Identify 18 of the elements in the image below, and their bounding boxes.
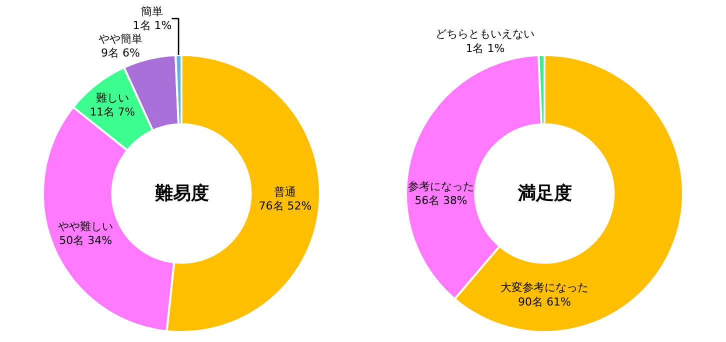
data-label: 76名 52%	[258, 200, 312, 213]
slice-label: やや難しい	[58, 220, 114, 233]
slice-label: やや簡単	[98, 32, 142, 46]
slice-label: どちらともいえない	[436, 28, 535, 41]
data-label: 9名 6%	[100, 46, 140, 60]
slice-label: 普通	[274, 185, 296, 198]
slice-label: 簡単	[141, 4, 164, 18]
slice-label: 難しい	[96, 91, 129, 104]
data-label: 1名 1%	[132, 19, 172, 32]
data-label: 56名 38%	[414, 194, 468, 208]
data-label: 11名 7%	[90, 105, 135, 118]
data-label: 90名 61%	[518, 295, 571, 308]
data-label: 50名 34%	[59, 234, 112, 248]
slice-label: 参考になった	[408, 180, 474, 193]
text: 満足度	[517, 183, 572, 204]
text: 難易度	[154, 183, 209, 204]
data-label: 1名 1%	[466, 42, 505, 56]
slice-label: 大変参考になった	[500, 280, 588, 294]
